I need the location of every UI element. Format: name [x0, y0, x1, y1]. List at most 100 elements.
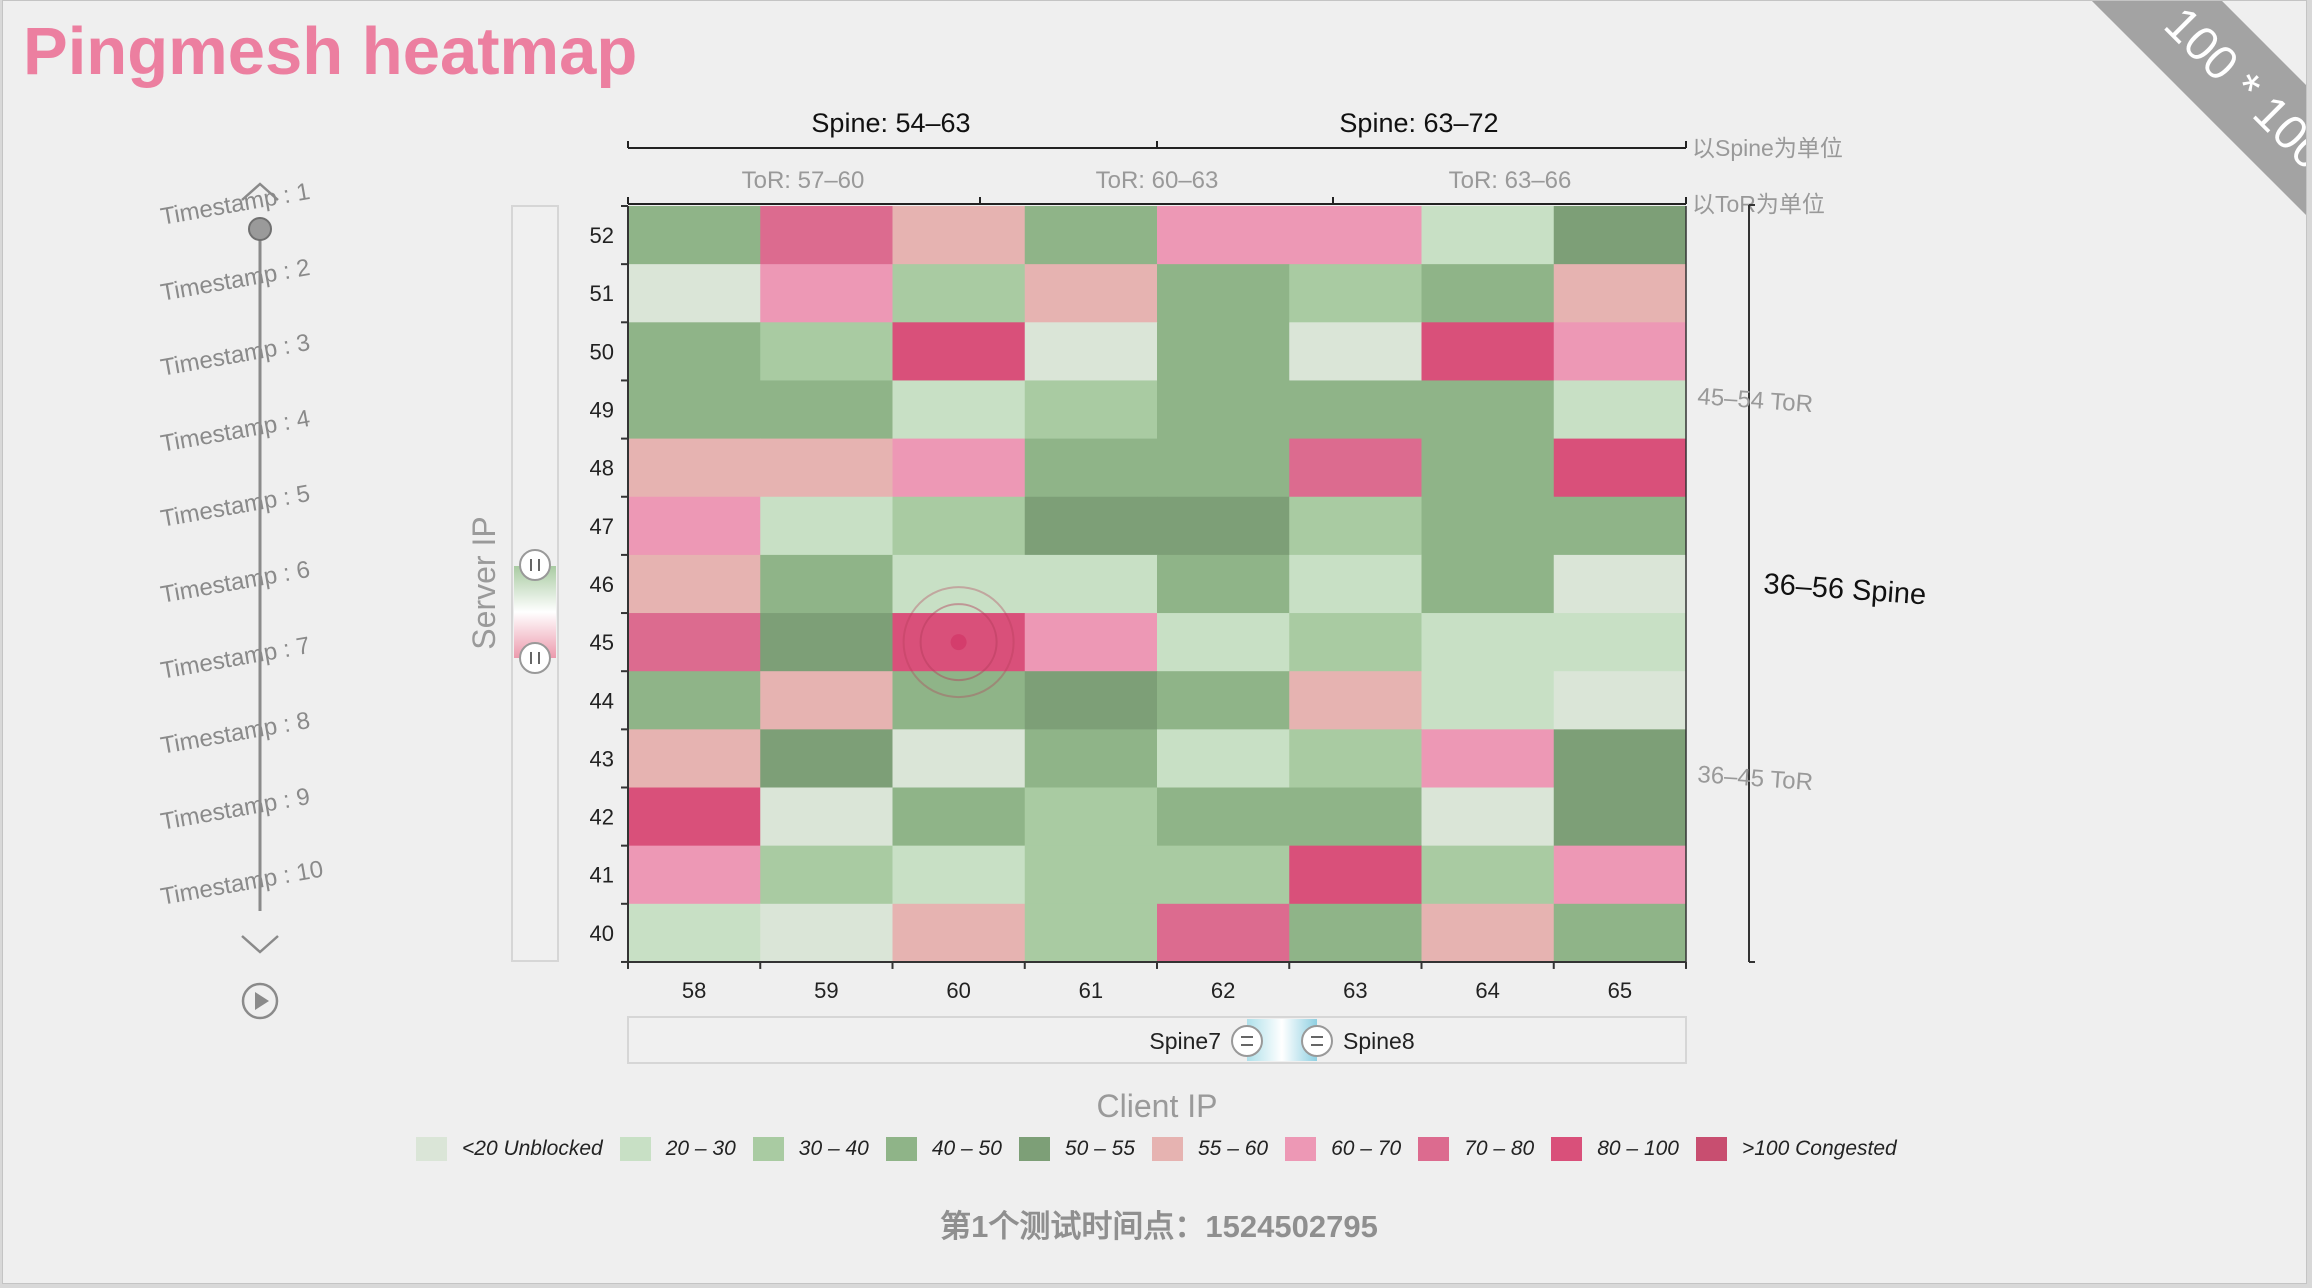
- heatmap-cell[interactable]: [1289, 206, 1422, 265]
- heatmap-cell[interactable]: [1421, 671, 1555, 730]
- heatmap-cell[interactable]: [1553, 671, 1687, 730]
- heatmap-cell[interactable]: [892, 554, 1026, 614]
- heatmap-cell[interactable]: [1289, 554, 1422, 614]
- heatmap-cell[interactable]: [1024, 903, 1158, 963]
- heatmap-cell[interactable]: [760, 903, 893, 963]
- heatmap-cell[interactable]: [760, 613, 893, 672]
- heatmap-cell[interactable]: [1421, 787, 1555, 847]
- client-ip-slider[interactable]: Spine7 Spine8: [627, 1016, 1687, 1064]
- heatmap-cell[interactable]: [1553, 845, 1687, 905]
- heatmap-cell[interactable]: [760, 438, 893, 498]
- timeline-down-arrow-icon[interactable]: [241, 935, 279, 954]
- heatmap-cell[interactable]: [760, 322, 893, 381]
- heatmap-cell[interactable]: [628, 554, 761, 614]
- heatmap-cell[interactable]: [1157, 438, 1290, 498]
- heatmap-cell[interactable]: [1024, 496, 1158, 556]
- client-ip-slider-track[interactable]: [627, 1016, 1687, 1064]
- heatmap-cell[interactable]: [1289, 496, 1422, 556]
- heatmap-cell[interactable]: [1024, 264, 1158, 323]
- play-button[interactable]: [241, 982, 279, 1020]
- heatmap-cell[interactable]: [1157, 845, 1290, 905]
- heatmap-cell[interactable]: [1553, 380, 1687, 440]
- heatmap-cell[interactable]: [1421, 903, 1555, 963]
- server-ip-slider-handle-bottom[interactable]: [519, 642, 551, 674]
- heatmap-cell[interactable]: [1421, 322, 1555, 381]
- play-icon[interactable]: [241, 982, 279, 1020]
- heatmap-cell[interactable]: [628, 438, 761, 498]
- heatmap-cell[interactable]: [628, 903, 761, 963]
- heatmap-cell[interactable]: [1157, 206, 1290, 265]
- heatmap-cell[interactable]: [1421, 845, 1555, 905]
- heatmap-cell[interactable]: [628, 264, 761, 323]
- heatmap-cell[interactable]: [892, 206, 1026, 265]
- client-ip-slider-handle-left[interactable]: [1231, 1025, 1263, 1057]
- heatmap-cell[interactable]: [628, 671, 761, 730]
- heatmap-cell[interactable]: [1157, 380, 1290, 440]
- heatmap-cell[interactable]: [1024, 845, 1158, 905]
- heatmap-cell[interactable]: [1289, 845, 1422, 905]
- heatmap-cell[interactable]: [628, 322, 761, 381]
- heatmap-cell[interactable]: [1289, 903, 1422, 963]
- heatmap-cell[interactable]: [1289, 322, 1422, 381]
- heatmap-cell[interactable]: [1553, 787, 1687, 847]
- heatmap-cell[interactable]: [1421, 496, 1555, 556]
- heatmap-cell[interactable]: [1421, 206, 1555, 265]
- heatmap-cell[interactable]: [1289, 613, 1422, 672]
- heatmap-cell[interactable]: [760, 729, 893, 788]
- heatmap-cell[interactable]: [1024, 554, 1158, 614]
- heatmap-cell[interactable]: [628, 729, 761, 788]
- heatmap-cell[interactable]: [892, 903, 1026, 963]
- heatmap-cell[interactable]: [1421, 438, 1555, 498]
- heatmap-cell[interactable]: [1024, 380, 1158, 440]
- heatmap-cell[interactable]: [892, 264, 1026, 323]
- heatmap-cell[interactable]: [760, 554, 893, 614]
- heatmap-cell[interactable]: [1421, 729, 1555, 788]
- heatmap-cell[interactable]: [760, 845, 893, 905]
- heatmap-cell[interactable]: [1289, 380, 1422, 440]
- heatmap-cell[interactable]: [1289, 671, 1422, 730]
- heatmap-cell[interactable]: [1289, 264, 1422, 323]
- server-ip-slider-handle-top[interactable]: [519, 549, 551, 581]
- heatmap-cell[interactable]: [1553, 206, 1687, 265]
- heatmap-cell[interactable]: [1157, 322, 1290, 381]
- heatmap-cell[interactable]: [760, 787, 893, 847]
- heatmap-cell[interactable]: [892, 438, 1026, 498]
- heatmap-cell[interactable]: [1553, 496, 1687, 556]
- heatmap-cell[interactable]: [1553, 264, 1687, 323]
- heatmap-cell[interactable]: [1553, 438, 1687, 498]
- heatmap-cell[interactable]: [628, 613, 761, 672]
- heatmap-cell[interactable]: [892, 322, 1026, 381]
- heatmap-cell[interactable]: [760, 206, 893, 265]
- highlight-dot[interactable]: [950, 634, 967, 651]
- heatmap-cell[interactable]: [628, 206, 761, 265]
- heatmap-cell[interactable]: [628, 496, 761, 556]
- heatmap-cell[interactable]: [1553, 903, 1687, 963]
- heatmap-cell[interactable]: [1024, 438, 1158, 498]
- heatmap-cell[interactable]: [1421, 264, 1555, 323]
- heatmap-cell[interactable]: [1157, 613, 1290, 672]
- heatmap-cell[interactable]: [892, 496, 1026, 556]
- heatmap-cell[interactable]: [1553, 729, 1687, 788]
- heatmap-cell[interactable]: [1289, 438, 1422, 498]
- heatmap-cell[interactable]: [1157, 787, 1290, 847]
- heatmap-cell[interactable]: [1157, 264, 1290, 323]
- heatmap-cell[interactable]: [1024, 613, 1158, 672]
- heatmap-cell[interactable]: [1421, 613, 1555, 672]
- heatmap-cell[interactable]: [1157, 903, 1290, 963]
- heatmap-cell[interactable]: [1421, 380, 1555, 440]
- heatmap-cell[interactable]: [1024, 322, 1158, 381]
- heatmap-cell[interactable]: [1421, 554, 1555, 614]
- heatmap-cell[interactable]: [892, 671, 1026, 730]
- heatmap-cell[interactable]: [1157, 496, 1290, 556]
- heatmap-cell[interactable]: [1157, 554, 1290, 614]
- heatmap-cell[interactable]: [892, 729, 1026, 788]
- heatmap-cell[interactable]: [1024, 206, 1158, 265]
- heatmap-cell[interactable]: [628, 787, 761, 847]
- heatmap-cell[interactable]: [892, 380, 1026, 440]
- heatmap-cell[interactable]: [892, 845, 1026, 905]
- heatmap-cell[interactable]: [1024, 787, 1158, 847]
- timeline-handle[interactable]: [248, 217, 272, 241]
- heatmap-cell[interactable]: [892, 787, 1026, 847]
- heatmap-cell[interactable]: [1024, 671, 1158, 730]
- server-ip-slider[interactable]: Server IP: [466, 205, 559, 962]
